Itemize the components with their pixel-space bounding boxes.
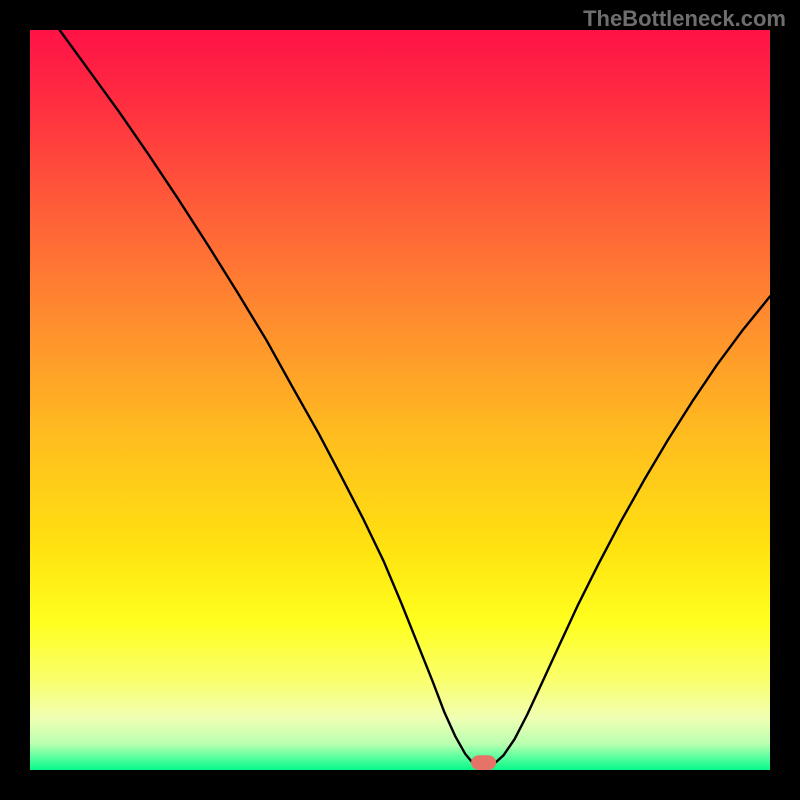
gradient-background xyxy=(30,30,770,770)
watermark-text: TheBottleneck.com xyxy=(583,6,786,32)
bottleneck-curve-chart xyxy=(30,30,770,770)
minimum-marker xyxy=(471,755,496,770)
chart-plot-area xyxy=(30,30,770,770)
